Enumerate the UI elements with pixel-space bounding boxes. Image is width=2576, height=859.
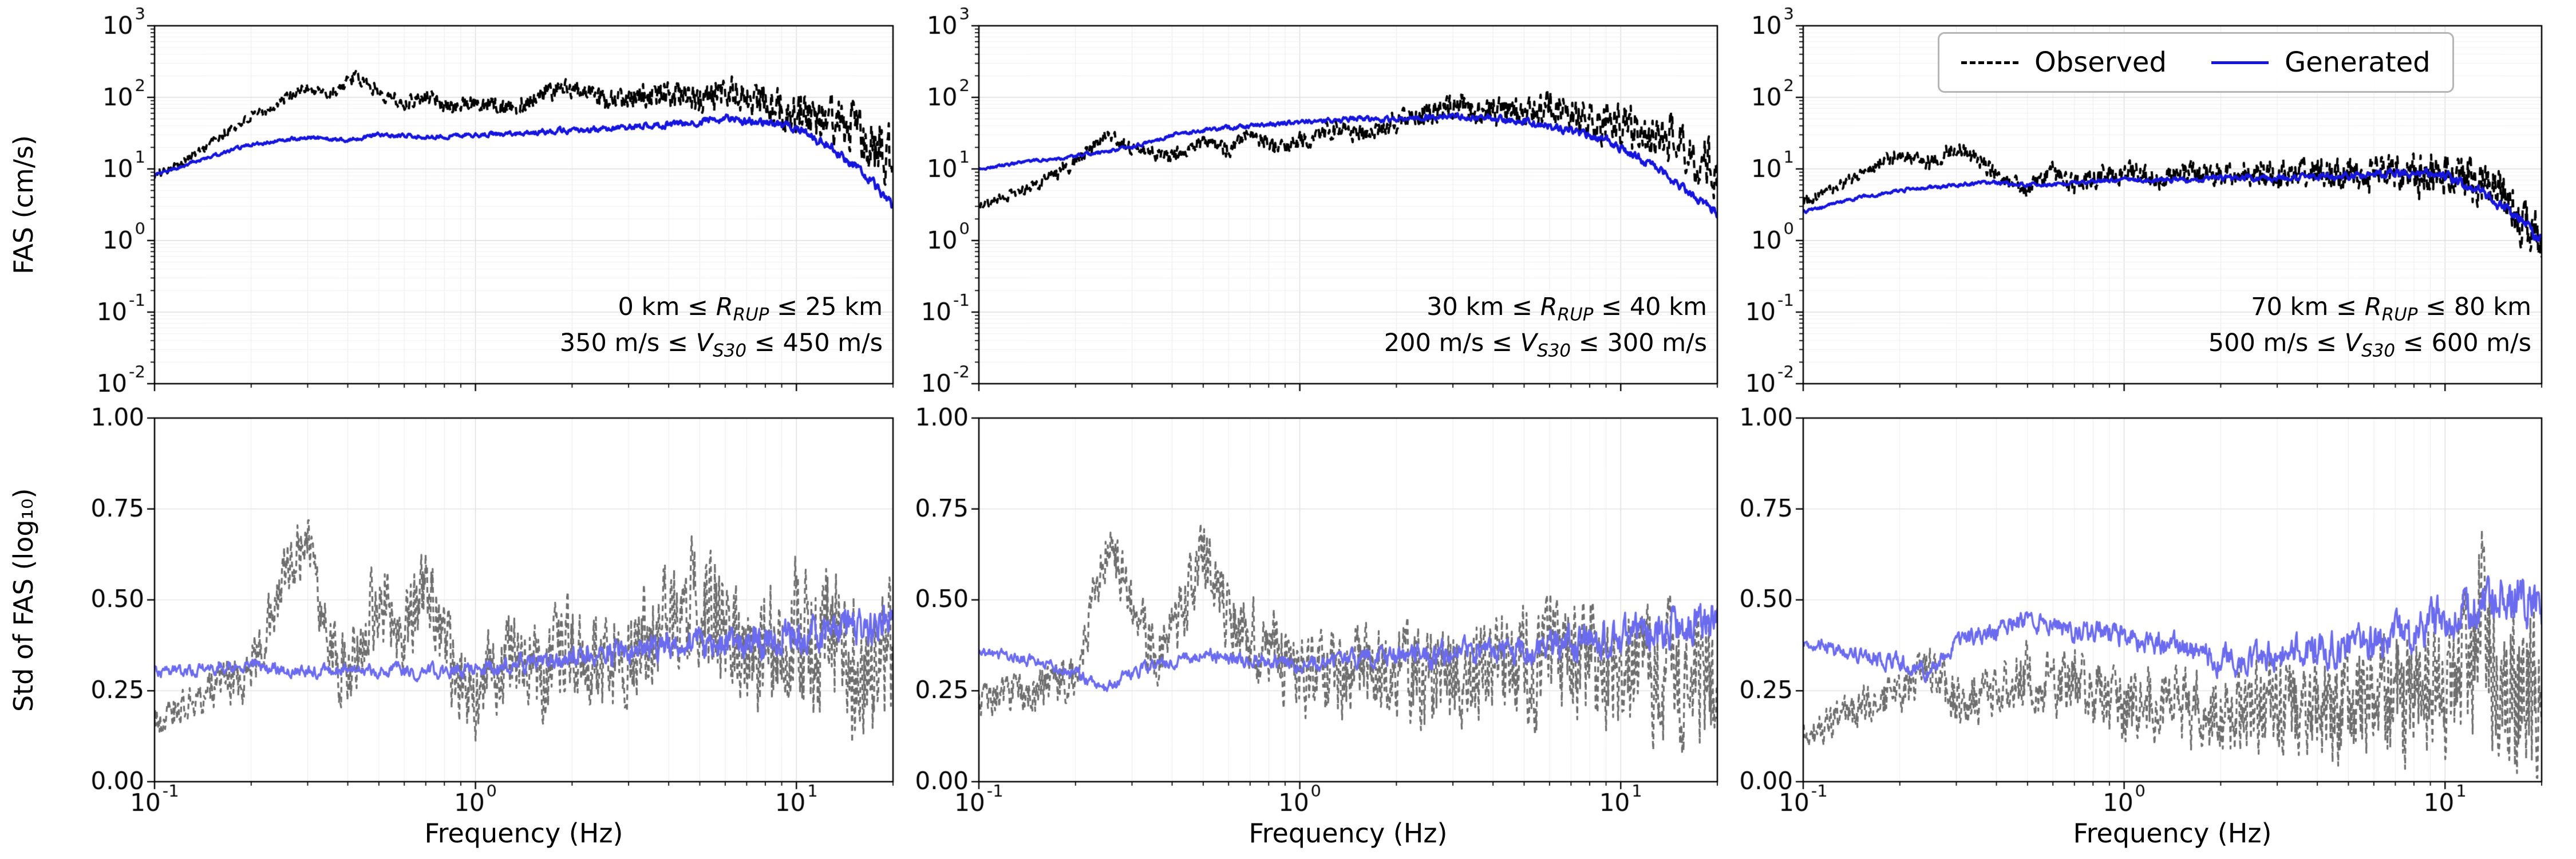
legend-item-observed: Observed bbox=[1961, 46, 2167, 78]
legend-item-generated: Generated bbox=[2211, 46, 2431, 78]
x-axis-label-3: Frequency (Hz) bbox=[2073, 818, 2272, 849]
y-axis-label-fas: FAS (cm/s) bbox=[8, 135, 39, 274]
generated-solid-line-icon bbox=[2211, 61, 2269, 64]
legend: Observed Generated bbox=[1938, 32, 2454, 93]
observed-dashed-line-icon bbox=[1961, 61, 2018, 64]
legend-label-generated: Generated bbox=[2284, 46, 2431, 78]
x-axis-label-2: Frequency (Hz) bbox=[1249, 818, 1448, 849]
panel-annotation-1: 0 km ≤ RRUP ≤ 25 km 350 m/s ≤ VS30 ≤ 450 … bbox=[559, 293, 883, 361]
legend-label-observed: Observed bbox=[2034, 46, 2167, 78]
y-axis-label-std: Std of FAS (log₁₀) bbox=[8, 488, 39, 712]
panel-annotation-2: 30 km ≤ RRUP ≤ 40 km 200 m/s ≤ VS30 ≤ 300… bbox=[1384, 293, 1707, 361]
x-axis-label-1: Frequency (Hz) bbox=[424, 818, 623, 849]
panel-annotation-3: 70 km ≤ RRUP ≤ 80 km 500 m/s ≤ VS30 ≤ 600… bbox=[2208, 293, 2531, 361]
